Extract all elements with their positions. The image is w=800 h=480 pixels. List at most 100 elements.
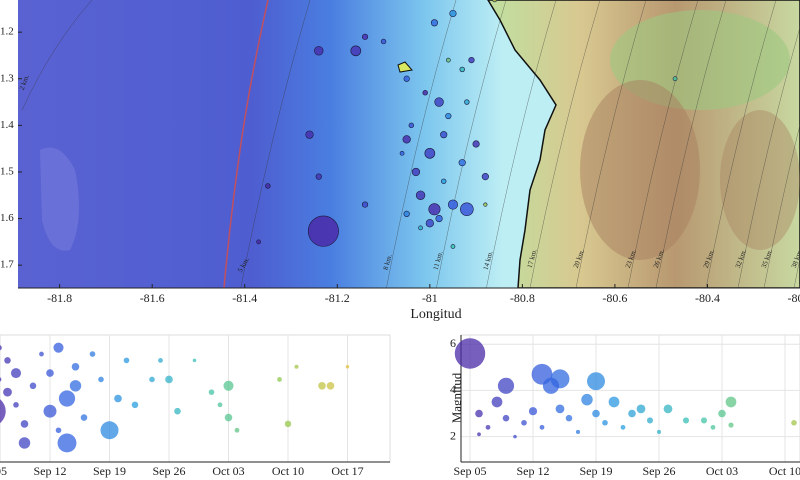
depth-label: 38 km.	[790, 248, 800, 269]
x-tick-label: Sep 26	[153, 464, 186, 478]
earthquake	[315, 173, 322, 180]
earthquake	[411, 167, 421, 177]
earthquake	[0, 345, 2, 351]
earthquake	[491, 396, 503, 408]
earthquake	[636, 404, 646, 414]
earthquake	[672, 76, 678, 82]
earthquake	[0, 377, 2, 382]
depth-contour	[575, 0, 647, 288]
earthquake	[4, 357, 11, 364]
earthquake	[700, 417, 708, 424]
earthquake	[555, 404, 565, 414]
x-tick-label: -81	[422, 291, 438, 305]
earthquake	[592, 409, 600, 418]
earthquake	[80, 414, 88, 421]
earthquake	[53, 342, 64, 353]
earthquake	[449, 9, 457, 18]
earthquake	[57, 433, 77, 453]
earthquake	[430, 19, 439, 27]
x-tick-label: -80.8	[510, 291, 535, 305]
earthquake	[10, 368, 22, 379]
earthquake	[165, 375, 173, 384]
earthquake	[284, 420, 292, 428]
depth-contour	[21, 0, 93, 111]
x-tick-label: Oct 03	[212, 464, 244, 478]
earthquake	[0, 399, 6, 424]
x-tick-label: -81.4	[232, 291, 257, 305]
x-tick-label: -80.2	[788, 291, 800, 305]
y-tick-label: 1.4	[0, 119, 14, 131]
earthquake	[445, 112, 452, 120]
earthquake	[440, 131, 448, 139]
trench	[223, 0, 269, 288]
earthquake	[131, 401, 139, 409]
earthquake	[326, 381, 335, 390]
x-tick-label: Sep 12	[517, 464, 550, 478]
earthquake	[277, 377, 282, 382]
x-tick-label: Sep 26	[643, 464, 676, 478]
earthquake	[428, 203, 441, 216]
earthquake	[710, 424, 716, 430]
earthquake	[98, 376, 104, 383]
y-tick-label: 4	[450, 382, 456, 396]
map: 2 km.5 km. 8 km. 11 km. 14 km. 17 km. 20 km. 2…	[18, 0, 800, 288]
earthquake	[256, 239, 261, 245]
depth-contour	[737, 26, 800, 288]
earthquake	[100, 421, 119, 440]
earthquake	[71, 362, 80, 371]
earthquake	[718, 409, 726, 418]
earthquake	[55, 427, 62, 434]
x-tick-label: Oct 17	[331, 464, 363, 478]
earthquake	[646, 417, 654, 424]
y-tick-label: 1.6	[0, 212, 14, 224]
earthquake	[620, 424, 626, 430]
earthquake	[458, 159, 466, 167]
earthquake	[481, 173, 489, 181]
earthquake	[602, 419, 608, 426]
earthquake	[149, 376, 155, 383]
earthquake	[318, 381, 326, 390]
earthquake	[491, 0, 498, 3]
earthquake	[223, 380, 234, 391]
earthquake	[403, 210, 410, 218]
earthquake	[265, 183, 271, 189]
earthquake	[663, 404, 673, 414]
earthquake	[361, 201, 369, 208]
depth-contour	[486, 0, 557, 288]
x-tick-label: -81.2	[325, 291, 350, 305]
earthquake	[361, 33, 369, 40]
earthquake	[628, 409, 636, 418]
terrain	[580, 80, 700, 260]
earthquake	[725, 396, 737, 408]
earthquake	[422, 90, 428, 96]
earthquake	[46, 369, 54, 377]
earthquake	[521, 419, 527, 426]
earthquake	[581, 393, 593, 406]
depth-contour	[705, 0, 777, 288]
earthquake	[539, 424, 545, 430]
depth-label: 8 km.	[382, 253, 394, 271]
earthquake	[307, 215, 339, 247]
earthquake	[682, 417, 690, 424]
earthquake	[69, 380, 82, 392]
earthquake	[454, 338, 486, 369]
terrain	[720, 110, 800, 250]
x-axis-label: Longitud	[410, 307, 461, 322]
x-tick-label: -80.4	[695, 291, 720, 305]
earthquake	[575, 429, 581, 435]
earthquake	[174, 407, 181, 415]
earthquake	[587, 372, 605, 391]
earthquake	[208, 389, 215, 395]
y-tick-label: 6	[450, 336, 456, 350]
earthquake	[445, 57, 451, 63]
earthquake	[497, 377, 515, 394]
bathymetry	[40, 147, 79, 251]
earthquake	[305, 130, 314, 139]
depth-contour	[386, 0, 457, 288]
earthquake	[791, 419, 797, 426]
earthquake	[402, 135, 411, 144]
earthquake	[435, 214, 443, 223]
earthquake	[434, 97, 444, 107]
earthquake	[20, 420, 29, 428]
